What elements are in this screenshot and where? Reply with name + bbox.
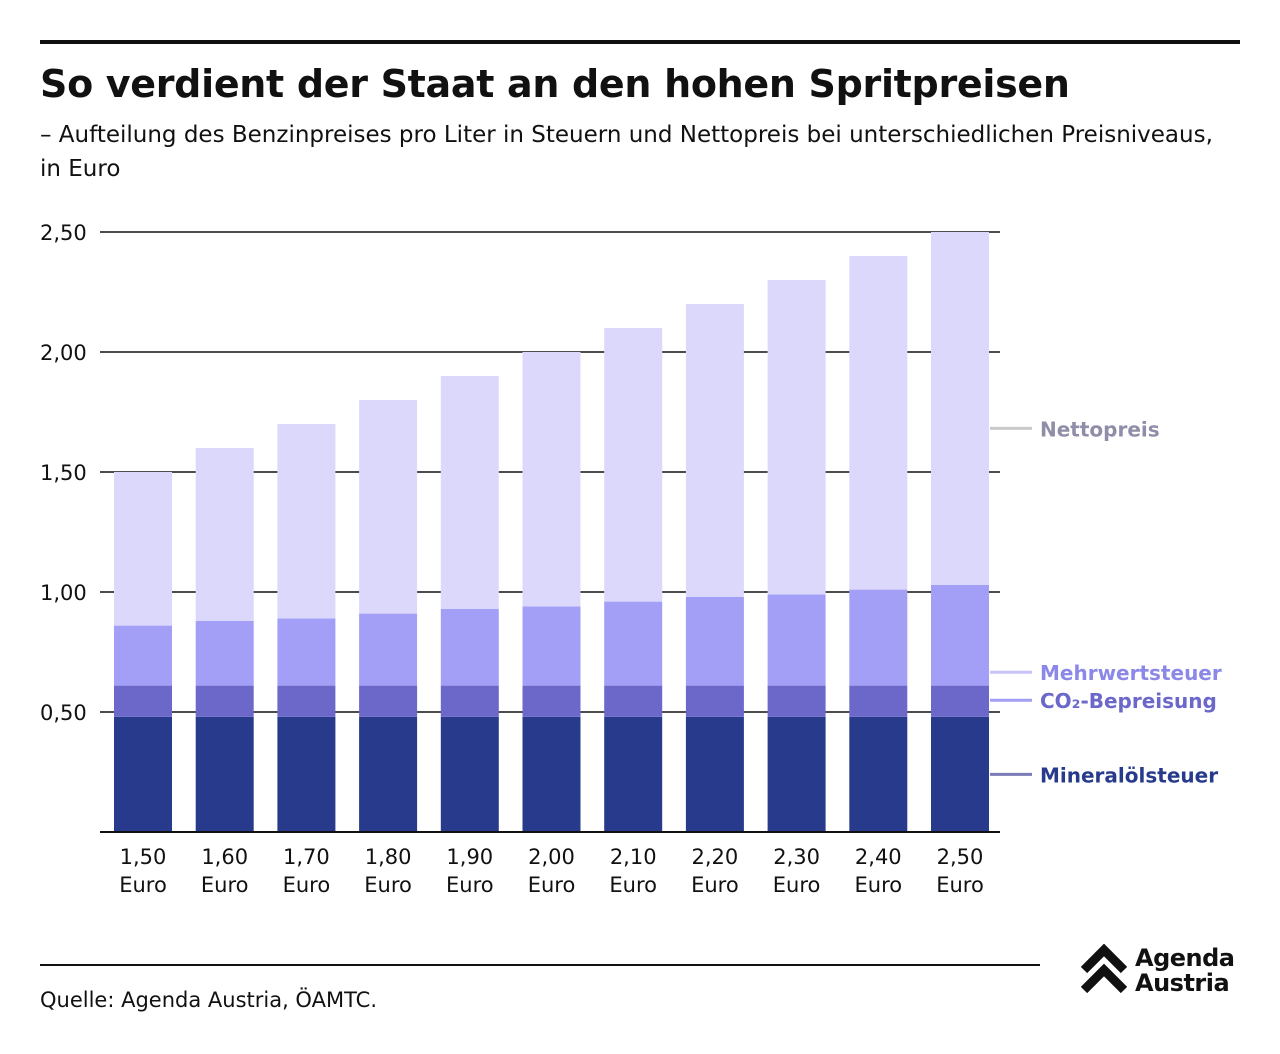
bar-segment xyxy=(359,716,418,832)
bar-segment xyxy=(277,716,336,832)
x-tick-label-unit: Euro xyxy=(854,873,902,897)
bar-segment xyxy=(359,685,418,717)
bar-segment xyxy=(522,352,581,607)
bar-segment xyxy=(195,716,254,832)
legend-label: Mehrwertsteuer xyxy=(1040,661,1222,685)
x-tick-label: 2,20 xyxy=(692,845,739,869)
x-tick-label-unit: Euro xyxy=(283,873,331,897)
legend-label: Nettopreis xyxy=(1040,417,1160,441)
x-tick-label-unit: Euro xyxy=(528,873,576,897)
x-tick-label-unit: Euro xyxy=(446,873,494,897)
x-tick-label: 2,30 xyxy=(773,845,820,869)
bar-segment xyxy=(522,606,581,686)
bar-segment xyxy=(114,472,172,626)
y-tick-label: 1,00 xyxy=(40,581,87,605)
logo-line-2: Austria xyxy=(1135,969,1230,997)
bar-segment xyxy=(359,613,418,686)
double-chevron-icon xyxy=(1080,944,1128,994)
bar-segment xyxy=(114,716,172,832)
bar-segment xyxy=(849,256,908,590)
chart-subtitle: – Aufteilung des Benzinpreises pro Liter… xyxy=(40,122,1213,182)
bottom-rule xyxy=(40,964,1040,966)
bar-segment xyxy=(114,685,172,717)
logo-text: Agenda Austria xyxy=(1135,946,1235,996)
x-tick-label: 2,50 xyxy=(937,845,984,869)
bar-segment xyxy=(440,608,499,686)
x-tick-label-unit: Euro xyxy=(364,873,412,897)
x-tick-label: 2,40 xyxy=(855,845,902,869)
top-rule xyxy=(40,40,1240,44)
bar-segment xyxy=(440,716,499,832)
y-tick-label: 2,50 xyxy=(40,221,87,245)
x-tick-label: 1,90 xyxy=(446,845,493,869)
bar-segment xyxy=(931,584,989,686)
bar-segment xyxy=(195,448,254,621)
legend-label: CO₂-Bepreisung xyxy=(1040,689,1217,713)
x-tick-label: 2,10 xyxy=(610,845,657,869)
x-tick-label-unit: Euro xyxy=(609,873,657,897)
bar-segment xyxy=(604,328,663,602)
chart-title: So verdient der Staat an den hohen Sprit… xyxy=(40,62,1070,106)
bar-segment xyxy=(440,376,499,609)
legend-label: Mineralölsteuer xyxy=(1040,763,1218,787)
bar-segment xyxy=(767,685,826,717)
bar-segment xyxy=(277,424,336,619)
agenda-austria-logo: Agenda Austria xyxy=(1080,944,1250,1000)
bar-segment xyxy=(767,280,826,595)
logo-line-1: Agenda xyxy=(1135,944,1235,972)
bar-segment xyxy=(849,589,908,686)
x-tick-label-unit: Euro xyxy=(119,873,167,897)
bar-segment xyxy=(767,716,826,832)
x-tick-label: 1,50 xyxy=(120,845,167,869)
bar-segment xyxy=(277,618,336,686)
bar-segment xyxy=(685,304,744,597)
y-tick-label: 0,50 xyxy=(40,701,87,725)
bar-segment xyxy=(931,685,989,717)
y-tick-label: 2,00 xyxy=(40,341,87,365)
bar-segment xyxy=(440,685,499,717)
bar-segment xyxy=(522,716,581,832)
bar-segment xyxy=(685,716,744,832)
bar-segment xyxy=(604,601,663,686)
source-note: Quelle: Agenda Austria, ÖAMTC. xyxy=(40,988,378,1012)
bar-segment xyxy=(685,596,744,686)
x-tick-label-unit: Euro xyxy=(773,873,821,897)
bar-segment xyxy=(604,716,663,832)
bar-segment xyxy=(114,625,172,686)
x-tick-label-unit: Euro xyxy=(936,873,984,897)
bar-segment xyxy=(604,685,663,717)
bar-segment xyxy=(767,594,826,686)
bar-segment xyxy=(195,685,254,717)
x-tick-label-unit: Euro xyxy=(201,873,249,897)
bar-segment xyxy=(685,685,744,717)
x-tick-label: 1,70 xyxy=(283,845,330,869)
x-tick-label-unit: Euro xyxy=(691,873,739,897)
bar-segment xyxy=(849,716,908,832)
bar-segment xyxy=(195,620,254,686)
bar-segment xyxy=(931,716,989,832)
bar-segment xyxy=(522,685,581,717)
x-tick-label: 1,80 xyxy=(365,845,412,869)
bar-segment xyxy=(277,685,336,717)
bar-segment xyxy=(849,685,908,717)
x-tick-label: 2,00 xyxy=(528,845,575,869)
x-tick-label: 1,60 xyxy=(201,845,248,869)
bar-segment xyxy=(931,232,989,585)
bar-segment xyxy=(359,400,418,614)
y-tick-label: 1,50 xyxy=(40,461,87,485)
